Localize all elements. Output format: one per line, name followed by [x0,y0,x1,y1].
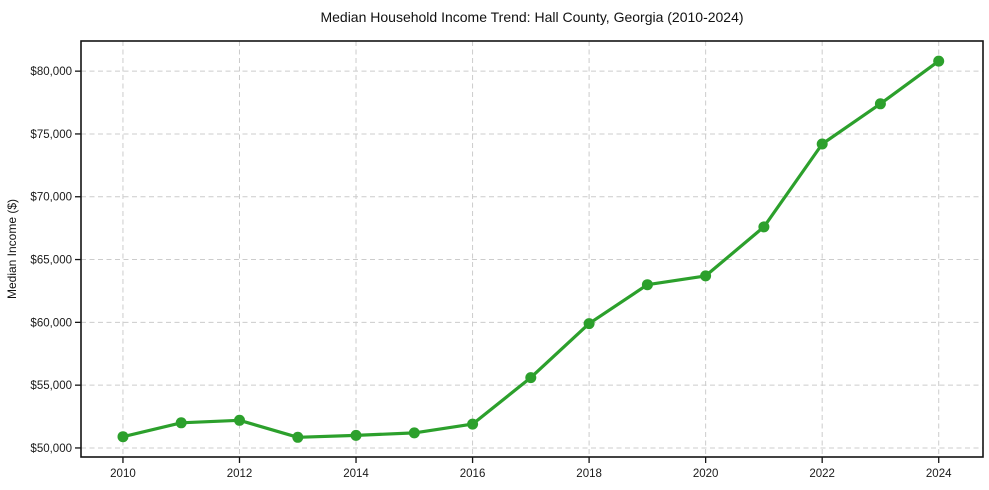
data-point [583,318,595,330]
y-tick-label: $65,000 [30,255,72,267]
y-tick-label: $80,000 [30,66,72,78]
data-point [350,429,362,441]
y-tick-label: $70,000 [30,192,72,204]
x-tick-label: 2018 [576,468,602,480]
data-point [175,417,187,429]
data-point [758,221,770,233]
y-tick-label: $55,000 [30,380,72,392]
y-tick-label: $60,000 [30,317,72,329]
data-point [408,427,420,439]
x-tick-label: 2024 [926,468,952,480]
data-point [933,55,945,67]
y-tick-label: $75,000 [30,129,72,141]
x-tick-label: 2014 [343,468,369,480]
plot-border [80,40,984,458]
data-point [641,279,653,291]
data-point [467,418,479,430]
x-tick-label: 2020 [693,468,719,480]
chart-title: Median Household Income Trend: Hall Coun… [320,9,743,25]
x-tick-label: 2022 [809,468,835,480]
x-tick-label: 2016 [460,468,486,480]
data-point [874,98,886,110]
y-tick-label: $50,000 [30,443,72,455]
data-point [292,431,304,443]
data-point [816,138,828,150]
y-axis-label: Median Income ($) [5,199,19,299]
x-tick-label: 2012 [227,468,253,480]
data-point [525,372,537,384]
data-point [700,270,712,282]
gridlines [81,41,983,457]
y-axis-ticks: $50,000 $55,000 $60,000 $65,000 $70,000 $75,0… [30,66,81,455]
data-series [117,55,945,443]
data-point [234,414,245,426]
data-point [117,431,129,443]
x-axis-ticks: 2010 2012 2014 2016 2018 2020 2022 2024 [110,457,952,480]
x-tick-label: 2010 [110,468,136,480]
